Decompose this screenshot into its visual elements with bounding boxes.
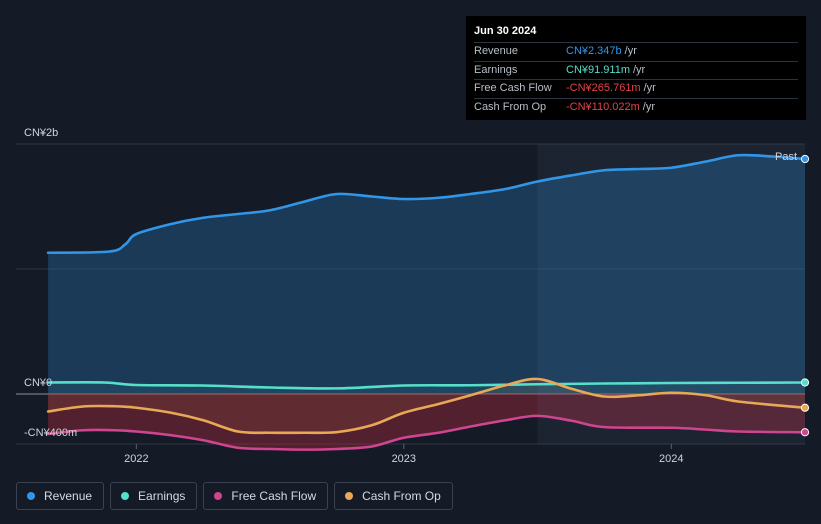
line-fcf (46, 414, 807, 451)
legend-label: Cash From Op (362, 489, 441, 503)
tooltip-unit: /yr (624, 45, 637, 57)
past-region-shade (537, 144, 805, 444)
legend-dot-icon (214, 492, 223, 500)
tooltip: Jun 30 2024 Revenue CN¥2.347b /yr Earnin… (466, 16, 806, 120)
tooltip-row-revenue: Revenue CN¥2.347b /yr (474, 42, 798, 61)
area-fcf (48, 394, 806, 450)
tooltip-label: Earnings (474, 63, 518, 76)
tooltip-value: CN¥91.911m (566, 63, 630, 76)
tooltip-date: Jun 30 2024 (474, 25, 537, 37)
x-axis-label: 2023 (392, 453, 416, 465)
legend-item-cash-from-op[interactable]: Cash From Op (334, 482, 453, 510)
legend: Revenue Earnings Free Cash Flow Cash Fro… (16, 482, 453, 512)
line-earnings (46, 381, 807, 390)
tooltip-row-earnings: Earnings CN¥91.911m /yr (474, 60, 798, 80)
legend-dot-icon (27, 492, 35, 500)
y-axis-labels: CN¥2b CN¥0 -CN¥400m (24, 127, 77, 439)
legend-dot-icon (121, 492, 130, 500)
line-revenue (46, 153, 807, 255)
tooltip-value: -CN¥265.761m (566, 82, 641, 94)
tooltip-unit: /yr (633, 63, 646, 76)
series-end-markers (800, 154, 810, 437)
y-axis-label: CN¥2b (24, 127, 58, 139)
end-marker-earnings (800, 378, 810, 387)
tooltip-unit: /yr (643, 82, 656, 94)
tooltip-label: Free Cash Flow (474, 82, 552, 94)
past-label: Past (775, 151, 797, 163)
line-cfo (46, 377, 807, 435)
tooltip-value: CN¥2.347b (566, 45, 622, 57)
legend-item-revenue[interactable]: Revenue (16, 482, 105, 510)
end-marker-revenue (800, 154, 810, 164)
x-axis-labels: 2022 2023 2024 (124, 444, 684, 465)
tooltip-label: Cash From Op (474, 100, 547, 113)
tooltip-value: -CN¥110.022m (566, 100, 640, 113)
area-earnings (48, 382, 806, 394)
legend-dot-icon (345, 492, 354, 500)
y-axis-label: -CN¥400m (24, 427, 77, 439)
x-axis-label: 2022 (124, 453, 148, 465)
y-axis-label: CN¥0 (24, 377, 52, 389)
series-lines (46, 153, 807, 451)
legend-label: Revenue (44, 489, 93, 503)
tooltip-row-cash-from-op: Cash From Op -CN¥110.022m /yr (474, 97, 798, 117)
legend-label: Earnings (138, 489, 186, 503)
legend-item-free-cash-flow[interactable]: Free Cash Flow (203, 482, 329, 510)
tooltip-label: Revenue (474, 45, 519, 57)
x-axis-label: 2024 (659, 453, 683, 465)
tooltip-unit: /yr (642, 100, 656, 113)
end-marker-cfo (800, 403, 810, 412)
grid-lines (16, 143, 805, 445)
legend-label: Free Cash Flow (231, 489, 317, 503)
end-marker-fcf (800, 428, 810, 437)
legend-item-earnings[interactable]: Earnings (110, 482, 198, 510)
tooltip-row-free-cash-flow: Free Cash Flow -CN¥265.761m /yr (474, 79, 798, 98)
